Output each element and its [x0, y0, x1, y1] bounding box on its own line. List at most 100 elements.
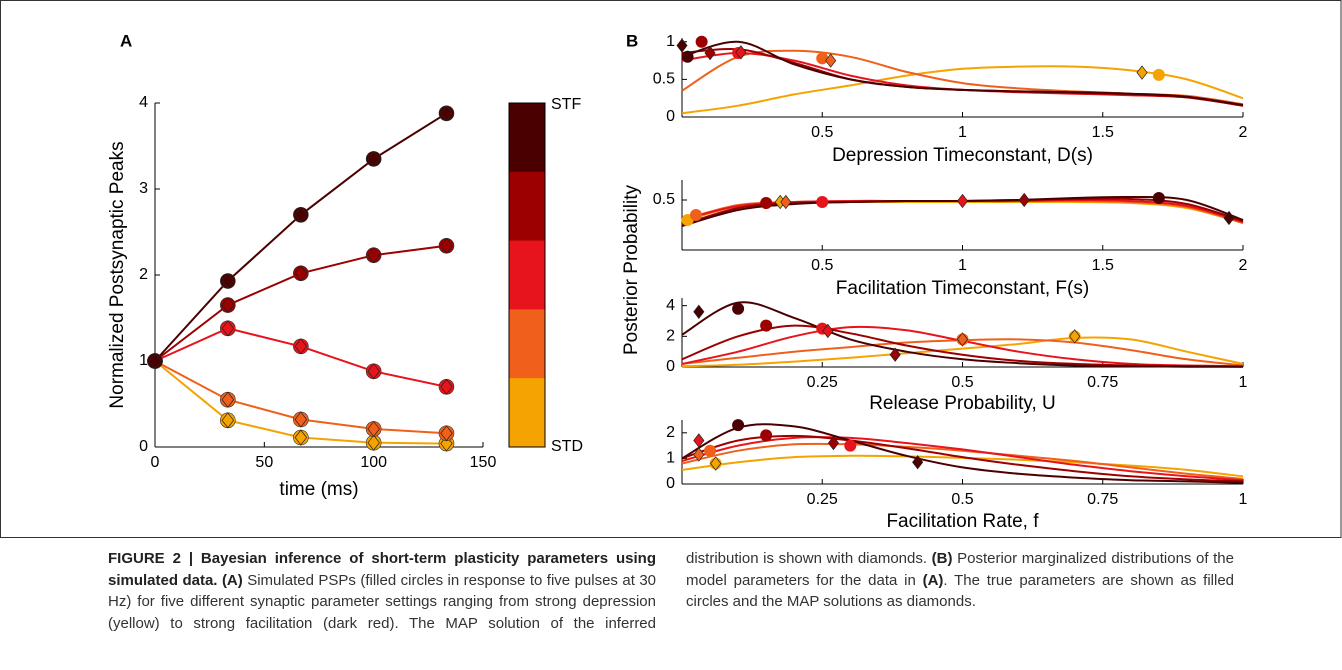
y-tick-label: 1	[666, 450, 675, 467]
map-marker	[1136, 65, 1148, 80]
y-tick-label: 4	[139, 94, 148, 111]
caption-bold: (A)	[922, 571, 944, 589]
colorbar-frame	[508, 102, 546, 448]
map-marker	[704, 45, 716, 61]
map-marker	[780, 194, 792, 210]
map-marker	[827, 435, 840, 451]
map-marker	[294, 265, 308, 282]
map-marker	[221, 391, 234, 408]
true-param-marker	[1152, 192, 1165, 204]
map-marker	[440, 105, 453, 122]
map-marker	[1018, 192, 1030, 208]
colorbar-segment	[509, 309, 545, 379]
y-tick-label: 0.5	[653, 191, 675, 208]
x-tick-label: 0.75	[1087, 491, 1118, 508]
map-marker	[221, 320, 234, 337]
map-marker	[440, 378, 453, 395]
x-tick-label: 1.5	[1092, 124, 1114, 141]
y-tick-label: 4	[666, 297, 675, 314]
map-marker	[710, 456, 722, 471]
series-line	[681, 436, 1244, 482]
y-tick-label: 0	[666, 358, 675, 375]
map-marker	[367, 150, 380, 167]
x-axis-label: Facilitation Timeconstant, F(s)	[836, 278, 1089, 299]
x-tick-label: 150	[470, 454, 497, 471]
y-tick-label: 0	[666, 108, 675, 125]
series-line	[154, 327, 447, 388]
map-marker	[294, 429, 308, 446]
series-line	[681, 423, 1244, 484]
x-tick-label: 1	[1239, 374, 1248, 391]
x-tick-label: 0.25	[807, 374, 838, 391]
map-marker	[367, 363, 380, 380]
x-axis-label: time (ms)	[279, 479, 358, 500]
map-marker	[1069, 329, 1081, 344]
true-param-marker	[732, 302, 745, 315]
true-param-marker	[760, 319, 773, 332]
caption-text: Simulated PSPs (filled circles in respon…	[108, 550, 928, 633]
map-marker	[825, 53, 837, 68]
map-marker	[956, 332, 969, 347]
caption-bold: FIGURE 2 | Bayesian inference of short-t…	[108, 550, 656, 589]
true-param-marker	[760, 197, 773, 209]
true-param-marker	[732, 419, 745, 432]
x-tick-label: 2	[1239, 257, 1248, 274]
map-marker	[440, 425, 453, 442]
colorbar-segment	[509, 240, 545, 310]
true-param-marker	[681, 50, 694, 63]
y-tick-label: 2	[666, 424, 675, 441]
map-marker	[148, 353, 162, 369]
caption-bold: (B)	[931, 550, 953, 567]
map-marker	[367, 434, 380, 451]
x-tick-label: 1.5	[1092, 257, 1114, 274]
x-tick-label: 1	[958, 257, 967, 274]
map-marker	[221, 273, 234, 290]
colorbar-segment	[509, 171, 545, 242]
y-axis-label: Normalized Postsynaptic Peaks	[107, 141, 128, 408]
map-marker	[367, 420, 380, 437]
map-marker	[676, 38, 688, 53]
y-tick-label: 0.5	[653, 71, 675, 88]
series-line	[154, 112, 448, 362]
x-tick-label: 0	[151, 454, 160, 471]
x-tick-label: 2	[1239, 124, 1248, 141]
colorbar-segment	[509, 378, 545, 448]
colorbar-segment	[509, 103, 545, 173]
x-axis-label: Depression Timeconstant, D(s)	[832, 145, 1093, 166]
y-tick-label: 1	[139, 352, 148, 369]
map-marker	[912, 455, 924, 470]
caption-text: Posterior marginalized distributions of …	[686, 550, 1234, 589]
map-marker	[294, 206, 308, 223]
colorbar-bottom-label: STD	[551, 438, 583, 455]
true-param-marker	[704, 444, 717, 457]
map-marker	[294, 411, 308, 428]
x-axis-label: Facilitation Rate, f	[886, 511, 1039, 532]
x-tick-label: 100	[360, 454, 387, 471]
true-param-marker	[816, 196, 829, 208]
true-param-marker	[844, 439, 857, 452]
figure-border	[0, 0, 1342, 538]
caption: FIGURE 2 | Bayesian inference of short-t…	[108, 548, 1234, 635]
shared-y-axis-label: Posterior Probability	[621, 184, 642, 355]
y-tick-label: 2	[666, 328, 675, 345]
panel-label: B	[626, 31, 638, 50]
true-param-marker	[1152, 68, 1165, 81]
y-tick-label: 0	[666, 475, 675, 492]
map-marker	[367, 247, 380, 264]
x-tick-label: 0.5	[811, 257, 833, 274]
true-param-marker	[695, 35, 708, 48]
colorbar-top-label: STF	[551, 96, 581, 113]
x-tick-label: 0.5	[951, 374, 973, 391]
true-param-marker	[816, 52, 829, 65]
x-tick-label: 1	[958, 124, 967, 141]
map-marker	[693, 433, 705, 448]
map-marker	[693, 447, 705, 462]
series-line	[681, 434, 1244, 483]
map-marker	[889, 347, 901, 362]
x-axis-label: Release Probability, U	[869, 393, 1056, 414]
true-param-marker	[760, 429, 773, 442]
map-marker	[693, 304, 705, 319]
x-tick-label: 0.75	[1087, 374, 1118, 391]
map-marker	[440, 237, 453, 254]
